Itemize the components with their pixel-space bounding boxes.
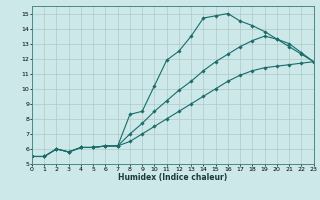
X-axis label: Humidex (Indice chaleur): Humidex (Indice chaleur) [118, 173, 228, 182]
